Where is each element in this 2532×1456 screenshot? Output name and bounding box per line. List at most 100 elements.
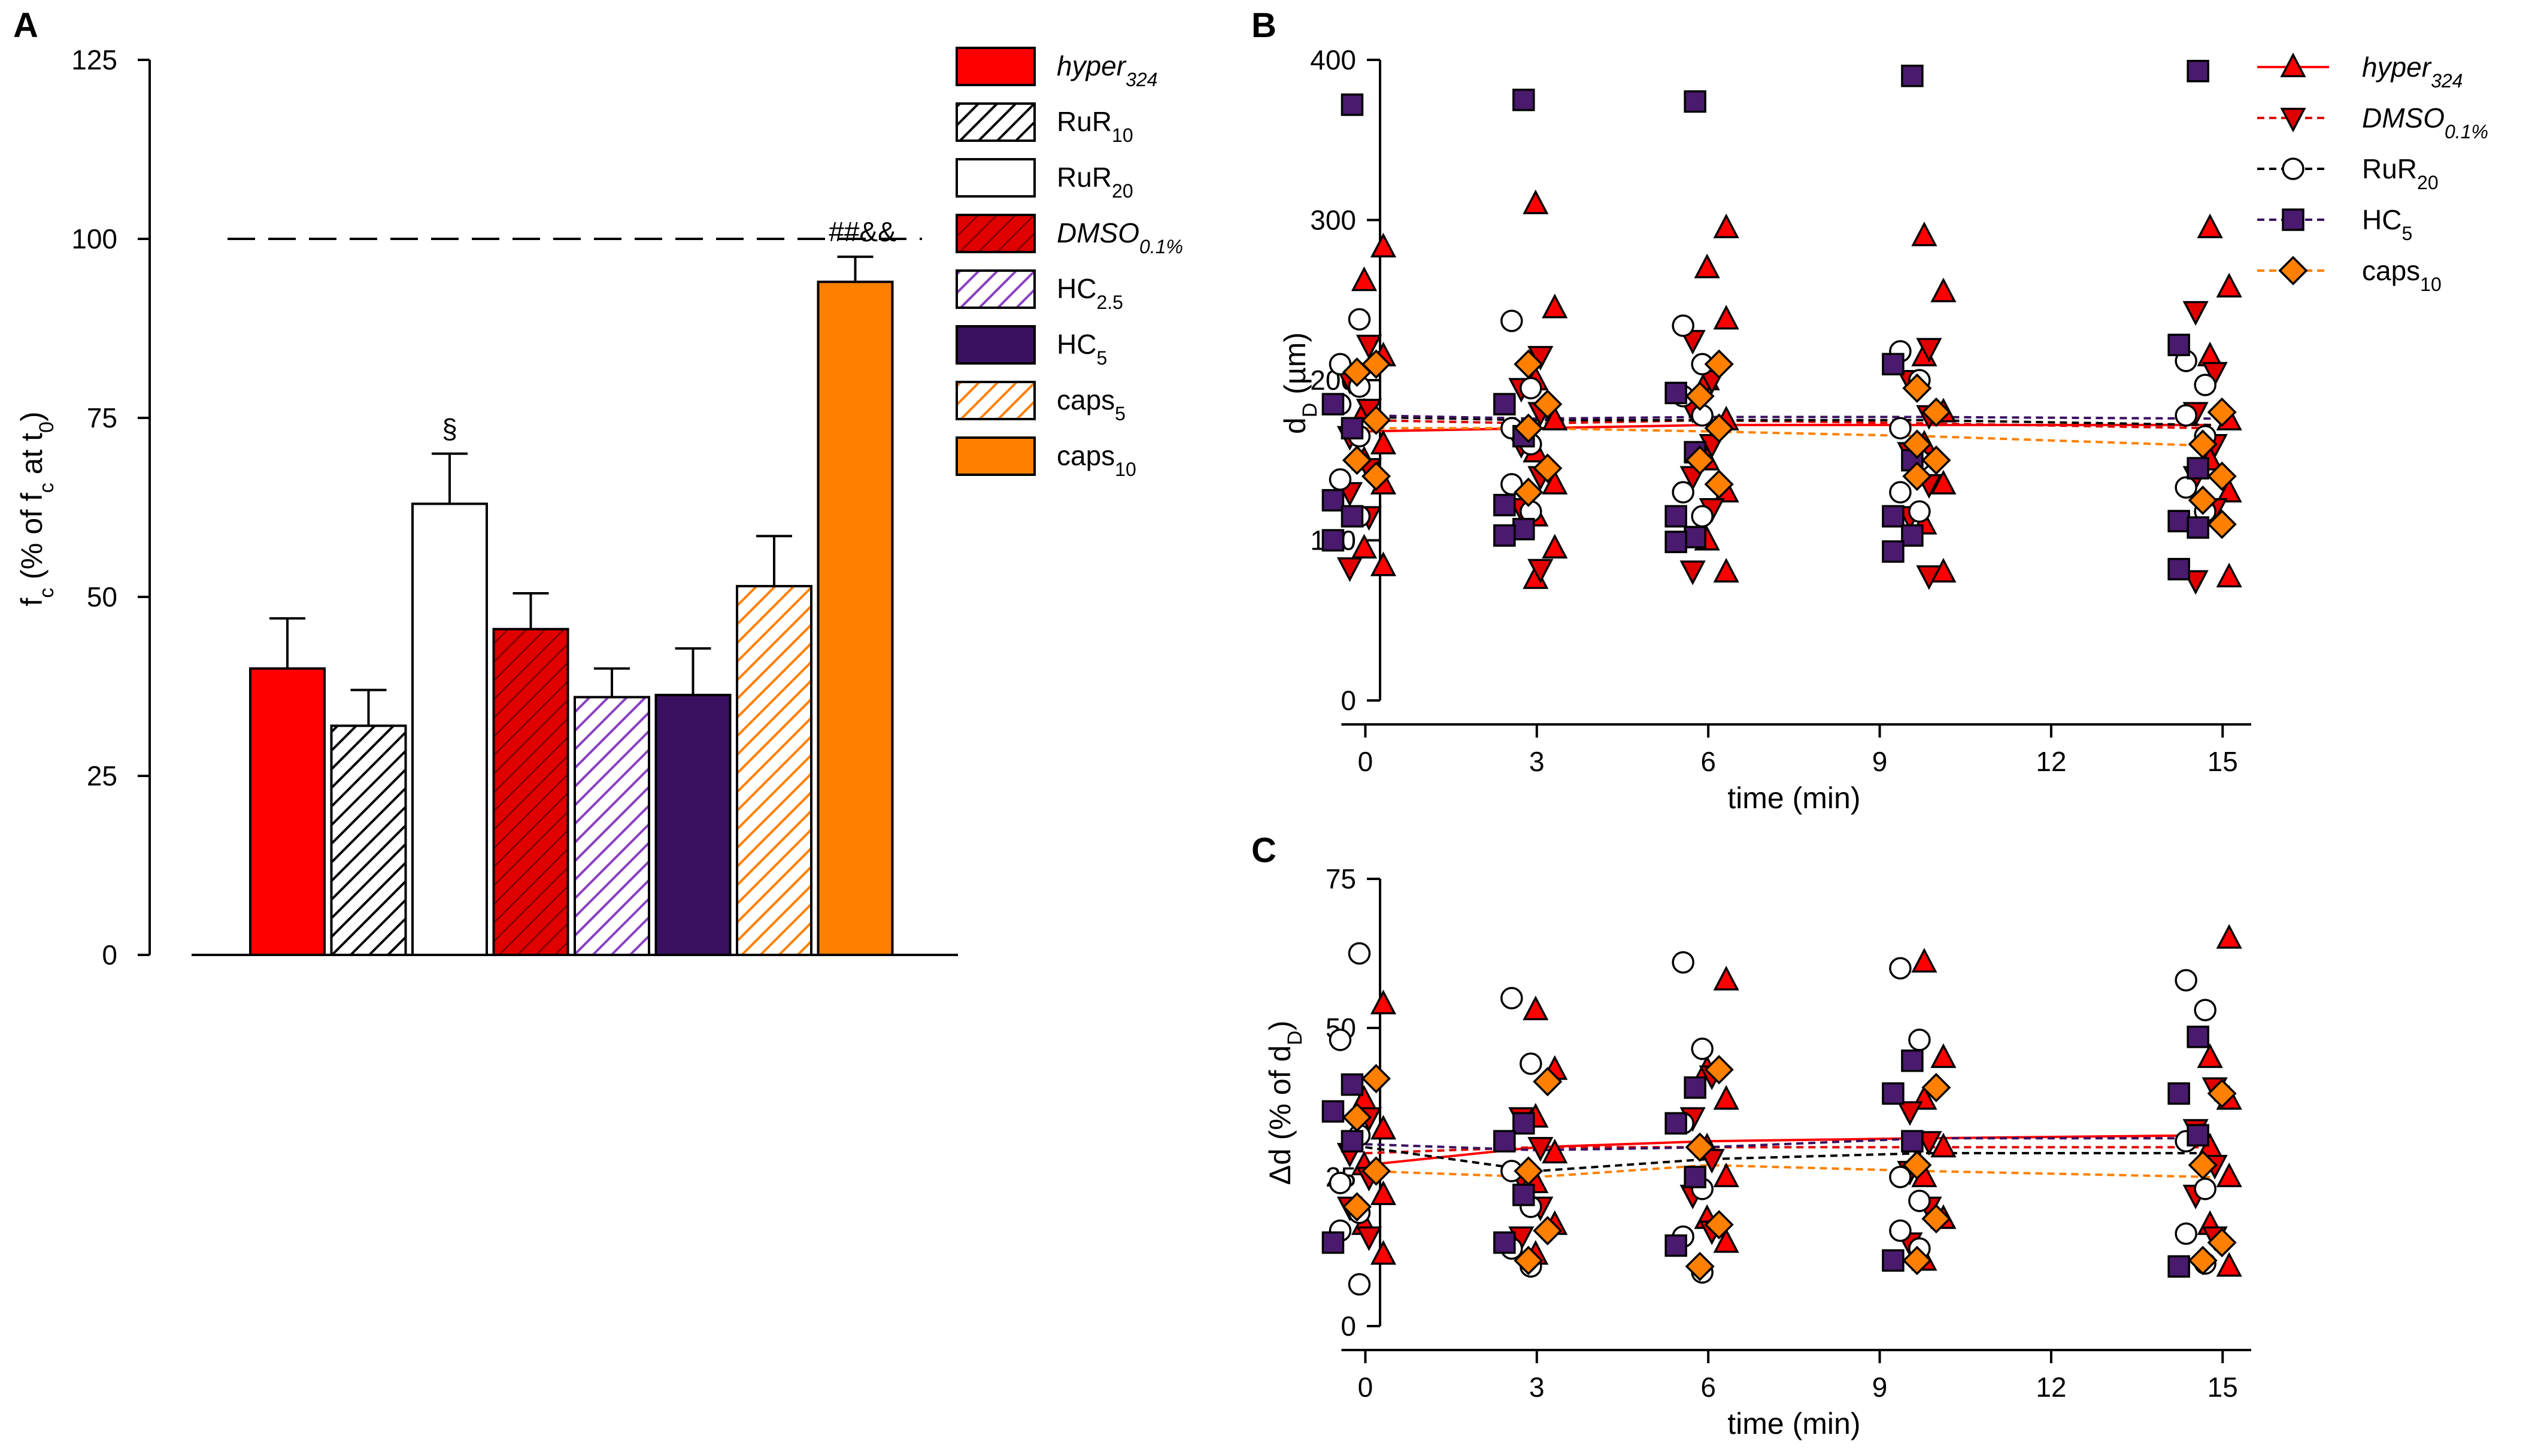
b-point-caps10-14 xyxy=(1704,469,1734,499)
legend-swatch-caps10 xyxy=(956,436,1036,476)
b-x-axis-label: time (min) xyxy=(1727,781,1860,815)
b-y-tick-label-400: 400 xyxy=(1310,44,1356,75)
panel-label-b: B xyxy=(1251,6,1276,45)
b-point-caps10-8 xyxy=(1533,453,1563,483)
c-point-hyper324-20 xyxy=(1713,1228,1739,1253)
b-point-hyper324-35 xyxy=(2197,213,2223,238)
b-point-HC5-17 xyxy=(1664,530,1687,553)
b-point-caps10-21 xyxy=(2188,429,2218,459)
c-point-caps10-0 xyxy=(1361,1064,1391,1094)
b-point-caps10-3 xyxy=(1342,445,1372,475)
b-point-hyper324-7 xyxy=(1351,533,1378,559)
b-point-RuR20-8 xyxy=(1520,377,1542,400)
b-point-HC5-25 xyxy=(2167,333,2190,356)
c-point-caps10-18 xyxy=(2207,1227,2237,1258)
b-point-HC5-29 xyxy=(2167,557,2190,581)
b-point-caps10-13 xyxy=(1685,445,1715,475)
c-point-HC5-1 xyxy=(1321,1100,1345,1123)
c-point-caps10-7 xyxy=(1514,1245,1544,1276)
c-point-RuR20-3 xyxy=(1329,1172,1352,1194)
b-point-hyper324-1 xyxy=(1351,266,1378,292)
b-x-tick-label-15: 15 xyxy=(2207,746,2238,777)
b-point-hyper324-16 xyxy=(1542,533,1568,559)
b-y-tick-label-300: 300 xyxy=(1310,205,1356,236)
b-point-caps10-23 xyxy=(2188,486,2218,515)
c-point-caps10-14 xyxy=(1921,1204,1951,1234)
c-point-hyper324-16 xyxy=(1713,1085,1739,1110)
c-point-HC5-11 xyxy=(1664,1234,1687,1257)
b-point-hyper324-36 xyxy=(2216,272,2242,298)
b-point-hyper324-26 xyxy=(1713,557,1739,583)
c-point-hyper324-6 xyxy=(1370,1240,1397,1265)
b-point-caps10-6 xyxy=(1533,389,1563,419)
b-point-caps10-9 xyxy=(1514,477,1544,507)
legend-label-caps10: caps10 xyxy=(2362,255,2442,295)
b-point-hyper324-9 xyxy=(1523,189,1549,214)
c-point-HC5-19 xyxy=(2167,1255,2190,1278)
legend-label-DMSO0.1%: DMSO0.1% xyxy=(1057,217,1183,257)
y-tick-label-25: 25 xyxy=(87,760,117,791)
c-point-RuR20-0 xyxy=(1348,942,1371,965)
c-point-HC5-12 xyxy=(1901,1049,1924,1072)
y-tick-label-50: 50 xyxy=(87,581,117,612)
b-point-HC5-18 xyxy=(1901,65,1924,87)
b-point-hyper324-0 xyxy=(1370,232,1397,258)
b-point-caps10-24 xyxy=(2207,509,2237,539)
legend-label-hyper324: hyper324 xyxy=(1057,50,1157,90)
b-point-caps10-22 xyxy=(2207,461,2237,492)
c-point-hyper324-29 xyxy=(2197,1043,2223,1068)
legend-swatch-RuR10 xyxy=(956,102,1036,142)
b-point-hyper324-28 xyxy=(1930,277,1957,302)
legend-label-HC5: HC5 xyxy=(1057,329,1107,369)
c-point-hyper324-34 xyxy=(2216,1252,2242,1277)
c-point-RuR20-6 xyxy=(1348,1273,1371,1296)
b-point-hyper324-20 xyxy=(1713,305,1739,330)
y-tick-label-0: 0 xyxy=(102,939,117,970)
c-point-HC5-5 xyxy=(1493,1130,1516,1152)
panel-a-legend: hyper324 RuR10 RuR20 DMSO0.1% HC2.5 HC5 caps5 c… xyxy=(956,47,1183,480)
b-point-HC5-26 xyxy=(2187,457,2209,480)
c-point-hyper324-10 xyxy=(1542,1138,1568,1164)
b-point-HC5-16 xyxy=(1684,526,1706,548)
b-point-HC5-11 xyxy=(1493,524,1516,547)
c-point-RuR20-25 xyxy=(2175,969,2197,992)
b-point-caps10-7 xyxy=(1514,413,1544,443)
c-mean-line-HC5 xyxy=(1365,1137,2212,1152)
b-point-RuR20-18 xyxy=(1691,505,1714,528)
c-mean-line-hyper324 xyxy=(1365,1134,2212,1167)
c-point-RuR20-29 xyxy=(2175,1222,2197,1245)
b-point-RuR20-17 xyxy=(1672,481,1694,503)
c-point-RuR20-22 xyxy=(1908,1190,1931,1212)
c-point-caps10-9 xyxy=(1685,1132,1715,1162)
c-point-DMSO0.1%-6 xyxy=(1527,1137,1554,1162)
y-tick-label-100: 100 xyxy=(71,223,117,254)
c-x-tick-label-0: 0 xyxy=(1358,1372,1373,1403)
b-x-tick-label-12: 12 xyxy=(2036,746,2066,777)
legend-label-caps10: caps10 xyxy=(1057,440,1136,480)
b-point-hyper324-18 xyxy=(1713,213,1739,238)
b-point-HC5-15 xyxy=(1664,505,1687,528)
c-x-axis-label: time (min) xyxy=(1727,1407,1860,1440)
b-x-tick-label-6: 6 xyxy=(1700,746,1716,777)
panel-b-legend: hyper324 DMSO0.1% RuR20 HC5 caps10 xyxy=(2257,51,2488,295)
b-point-DMSO0.1%-0 xyxy=(1356,335,1382,360)
b-mean-line-caps10 xyxy=(1365,427,2212,447)
b-x-tick-label-9: 9 xyxy=(1872,746,1888,777)
c-point-RuR20-21 xyxy=(1889,1166,1912,1188)
legend-label-RuR10: RuR10 xyxy=(1057,106,1133,146)
b-point-HC5-21 xyxy=(1882,505,1905,528)
legend-swatch-HC5 xyxy=(956,325,1036,365)
b-point-hyper324-4 xyxy=(1370,429,1397,455)
c-point-caps10-2 xyxy=(1361,1156,1391,1186)
c-point-caps10-17 xyxy=(2188,1150,2218,1180)
bar-DMSO0.1% xyxy=(492,627,569,956)
c-point-DMSO0.1%-4 xyxy=(1356,1226,1382,1251)
legend-swatch-caps5 xyxy=(956,381,1036,420)
bar-RuR20 xyxy=(411,502,488,956)
b-point-HC5-13 xyxy=(1664,381,1687,405)
legend-marker-DMSO0.1% xyxy=(2280,107,2306,133)
panel-label-c: C xyxy=(1251,831,1276,870)
c-point-RuR20-19 xyxy=(1889,957,1912,980)
b-point-caps10-1 xyxy=(1342,357,1372,387)
y-axis-label: fc (% of fc at t0) xyxy=(15,411,58,606)
